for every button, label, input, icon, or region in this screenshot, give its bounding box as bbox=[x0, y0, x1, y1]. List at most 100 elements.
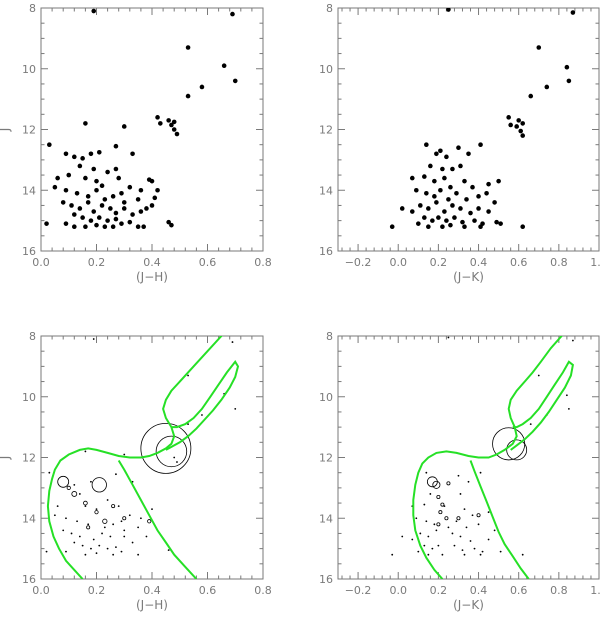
data-point bbox=[438, 187, 443, 193]
data-point bbox=[185, 93, 191, 99]
probability-circle bbox=[94, 510, 99, 515]
data-point bbox=[516, 118, 521, 123]
data-point bbox=[73, 483, 76, 486]
data-point bbox=[564, 64, 570, 70]
data-point bbox=[94, 187, 99, 193]
y-tick-label: 14 bbox=[319, 184, 333, 197]
data-point bbox=[521, 553, 524, 556]
data-point bbox=[138, 209, 144, 214]
chart-panel-2: −0.2 0.0 0.2 0.4 0.6 0.8 1.0 8 10 12 14 16 (J−K) bbox=[319, 2, 600, 284]
y-tick-label: 12 bbox=[319, 124, 333, 137]
data-point bbox=[74, 190, 80, 196]
data-point bbox=[140, 517, 142, 520]
y-tick-label: 12 bbox=[22, 124, 36, 137]
data-point bbox=[199, 84, 205, 90]
x-axis-label: (J−H) bbox=[136, 270, 168, 284]
data-point bbox=[171, 127, 177, 132]
data-point bbox=[508, 122, 513, 128]
plot-area bbox=[45, 336, 240, 579]
data-point bbox=[90, 547, 92, 550]
x-tick-label: 0.2 bbox=[430, 256, 448, 269]
data-point bbox=[72, 154, 77, 160]
data-point bbox=[433, 523, 436, 526]
data-point bbox=[106, 547, 109, 550]
data-point bbox=[77, 163, 83, 169]
data-point bbox=[446, 197, 451, 202]
data-point bbox=[234, 408, 237, 410]
data-point bbox=[113, 166, 119, 172]
data-point bbox=[391, 553, 394, 556]
y-tick-label: 16 bbox=[319, 573, 333, 586]
data-point bbox=[431, 547, 434, 550]
data-point bbox=[169, 222, 174, 228]
x-tick-label: 0.2 bbox=[88, 256, 106, 269]
plot-frame bbox=[337, 7, 600, 252]
data-point bbox=[426, 224, 431, 229]
probability-circle bbox=[71, 491, 78, 497]
data-point bbox=[166, 219, 171, 225]
data-point bbox=[135, 224, 141, 229]
data-point bbox=[232, 78, 238, 84]
data-point bbox=[499, 550, 502, 553]
data-point bbox=[110, 224, 116, 229]
data-point bbox=[493, 529, 496, 532]
x-tick-label: 0.8 bbox=[550, 256, 568, 269]
data-point bbox=[78, 493, 81, 495]
data-point bbox=[72, 212, 77, 217]
data-point bbox=[149, 178, 155, 184]
x-tick-label: 0.4 bbox=[470, 256, 488, 269]
data-point bbox=[537, 374, 540, 377]
x-tick-label: 0.2 bbox=[430, 584, 448, 597]
data-point bbox=[48, 471, 51, 474]
plot-area bbox=[391, 336, 574, 579]
data-point bbox=[487, 511, 490, 514]
plot-frame bbox=[337, 335, 600, 580]
data-point bbox=[65, 517, 67, 520]
data-point bbox=[174, 131, 180, 137]
data-point bbox=[450, 203, 455, 208]
y-tick-label: 16 bbox=[319, 245, 333, 258]
probability-circle bbox=[91, 477, 107, 493]
y-tick-label: 8 bbox=[326, 330, 333, 343]
data-point bbox=[570, 10, 576, 15]
data-point bbox=[96, 215, 102, 220]
y-tick-label: 16 bbox=[22, 573, 36, 586]
data-point bbox=[81, 544, 84, 547]
probability-circle bbox=[86, 525, 91, 530]
data-point bbox=[120, 520, 123, 523]
data-point bbox=[66, 172, 72, 178]
data-point bbox=[112, 553, 115, 556]
x-tick-label: 0.6 bbox=[199, 584, 217, 597]
data-point bbox=[472, 218, 477, 223]
x-tick-label: 0.4 bbox=[143, 584, 161, 597]
data-point bbox=[73, 541, 76, 544]
data-point bbox=[102, 224, 108, 229]
data-point bbox=[456, 145, 461, 151]
x-tick-label: 0.6 bbox=[510, 584, 528, 597]
data-point bbox=[462, 224, 467, 229]
data-point bbox=[465, 526, 468, 529]
data-point bbox=[427, 553, 430, 556]
data-point bbox=[84, 553, 87, 556]
data-point bbox=[467, 480, 470, 483]
data-point bbox=[423, 503, 426, 506]
data-point bbox=[486, 209, 491, 214]
x-axis-label: (J−K) bbox=[453, 270, 484, 284]
data-point bbox=[80, 156, 85, 161]
y-tick-label: 14 bbox=[22, 184, 36, 197]
data-point bbox=[144, 206, 149, 211]
data-point bbox=[102, 197, 108, 202]
data-point bbox=[411, 538, 414, 541]
x-tick-label: 0.8 bbox=[254, 584, 272, 597]
data-point bbox=[415, 517, 418, 520]
data-point bbox=[130, 151, 135, 157]
data-point bbox=[187, 374, 189, 377]
data-point bbox=[72, 224, 77, 229]
data-point bbox=[448, 222, 453, 228]
data-point bbox=[498, 221, 503, 226]
data-point bbox=[123, 529, 126, 532]
y-tick-label: 12 bbox=[22, 452, 36, 465]
data-point bbox=[176, 461, 178, 463]
data-point bbox=[158, 121, 163, 126]
